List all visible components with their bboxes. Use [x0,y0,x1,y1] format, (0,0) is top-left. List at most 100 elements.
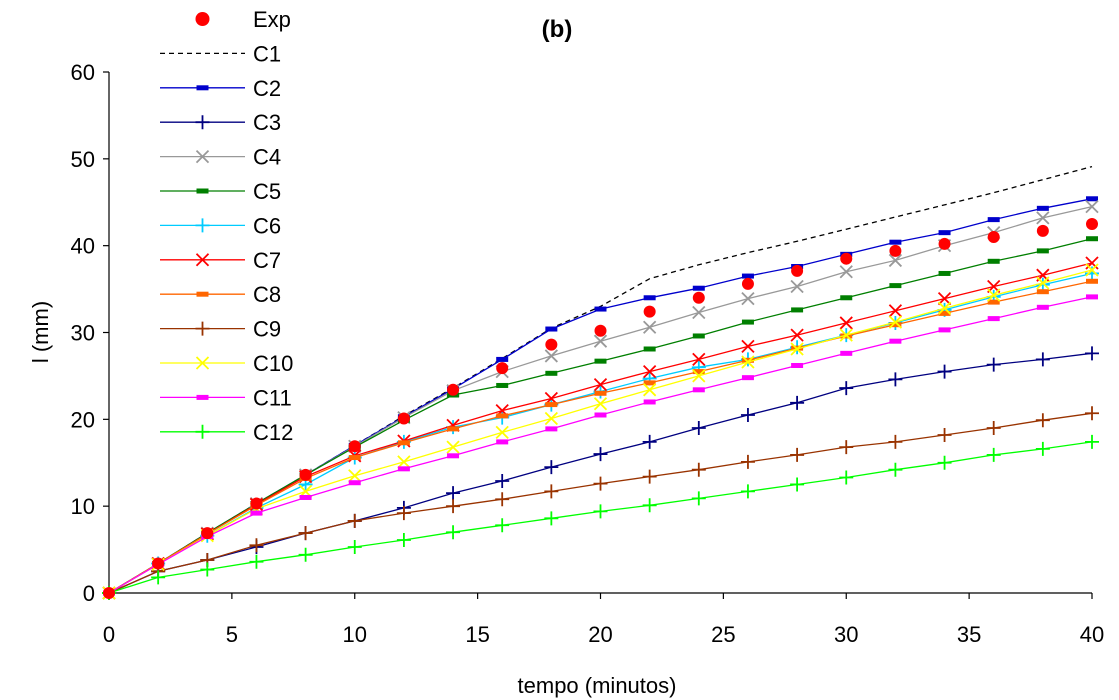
data-point [1036,289,1049,295]
chart-title: (b) [542,16,573,43]
data-point [791,362,804,368]
data-point [692,291,705,304]
data-point [1036,276,1050,290]
data-point [496,362,509,375]
data-point [642,469,657,484]
legend-label: C2 [253,76,281,101]
data-point [839,328,853,342]
legend-item: C9 [160,317,281,342]
data-point [643,380,656,386]
data-point [496,382,509,388]
data-point [692,369,705,375]
data-point [545,338,558,351]
legend-label: C8 [253,282,281,307]
data-point [987,316,1000,322]
data-point [195,424,210,439]
data-point [938,327,951,333]
data-point [1086,294,1098,300]
data-point [446,499,461,514]
data-point [1085,199,1099,214]
data-point [741,355,755,369]
data-point [446,525,461,540]
data-point [839,381,854,396]
data-point [544,484,559,499]
data-point [397,440,410,446]
data-point [790,395,805,410]
data-point [691,462,706,477]
data-point [643,383,657,397]
y-axis-ticks: 0 10 20 30 40 50 60 [71,60,109,606]
x-axis-ticks: 0 5 10 15 20 25 30 35 40 [103,593,1104,647]
legend-item: C4 [160,145,281,170]
data-point [790,328,804,342]
data-point [348,480,361,486]
data-point [1036,224,1049,237]
legend-label: C7 [253,248,281,273]
data-point [397,412,410,425]
series-c10 [102,263,1099,600]
y-tick-label: 20 [71,407,95,432]
data-point [347,513,362,528]
data-point [195,253,210,267]
data-point [1036,211,1050,225]
data-point [986,357,1001,372]
data-point [986,421,1001,436]
data-point [495,518,510,533]
data-point [741,339,755,354]
data-point [790,279,804,294]
data-point [594,412,607,418]
data-point [740,407,755,422]
legend-item: C12 [160,420,293,445]
legend-item: Exp [195,7,291,32]
data-point [1086,278,1098,284]
legend-label: C11 [253,385,292,410]
data-point [692,305,706,320]
data-point [938,237,951,250]
data-point [692,387,705,393]
data-point [249,554,264,569]
data-point [643,399,656,405]
x-tick-label: 10 [343,622,367,647]
data-point [544,511,559,526]
data-point [446,440,460,454]
x-tick-label: 0 [103,622,115,647]
data-point [987,288,1001,302]
data-point [195,115,210,130]
data-point [740,454,755,469]
data-point [249,538,264,553]
data-point [839,265,853,279]
data-point [741,319,754,325]
data-point [839,440,854,455]
data-point [1086,236,1098,242]
legend-label: Exp [253,7,291,32]
data-point [889,239,902,245]
data-point [594,358,607,364]
data-point [593,504,608,519]
data-point [195,356,210,370]
data-point [298,547,313,562]
data-point [396,506,411,521]
data-point [1086,196,1098,202]
data-point [496,356,509,362]
data-point [103,587,115,599]
legend-item: C7 [160,248,281,273]
data-point [593,447,608,462]
legend: Exp C1 C2 C3 C4 C5 C6 C7 C8 C9 C10 C11 C12 [160,7,293,445]
y-tick-label: 0 [83,581,95,606]
data-point [986,447,1001,462]
data-point [1036,304,1049,310]
y-tick-label: 40 [71,234,95,259]
data-point [1035,352,1050,367]
data-point [692,369,706,383]
data-point [299,468,312,481]
data-point [888,315,903,329]
data-point [938,310,951,316]
data-point [741,375,754,381]
data-point [642,434,657,449]
series-exp [103,217,1098,599]
y-tick-label: 60 [71,60,95,85]
data-point [594,390,607,396]
data-point [544,460,559,475]
data-point [195,12,210,26]
series-c11 [103,294,1098,596]
